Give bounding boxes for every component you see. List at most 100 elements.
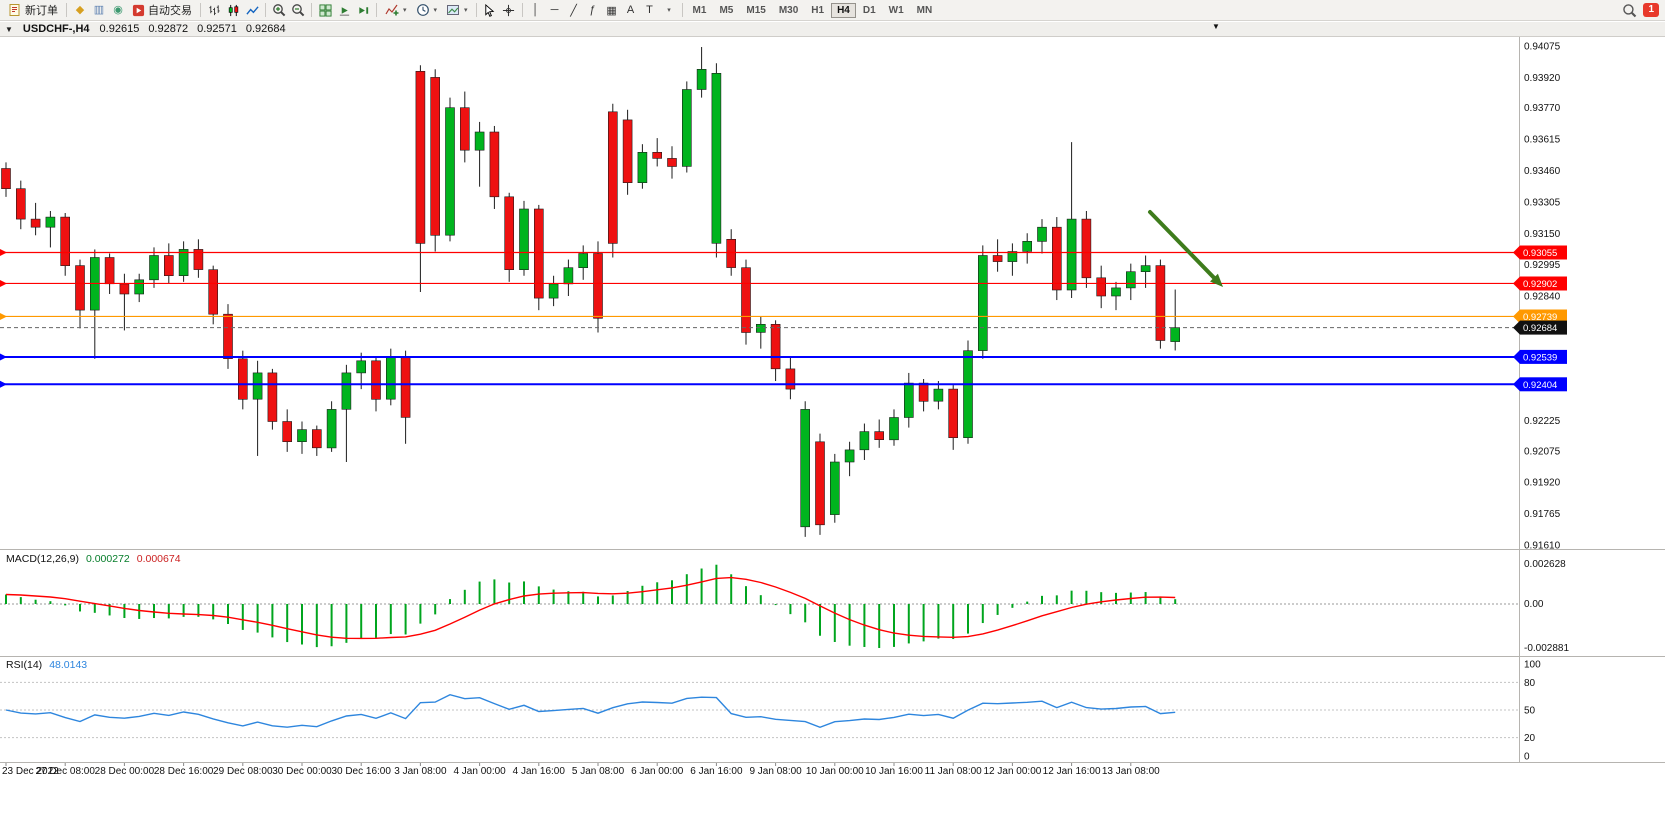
rsi-label: RSI(14)	[6, 659, 43, 671]
toolbar-right-group: 1	[1622, 3, 1661, 18]
time-axis-label: 29 Dec 08:00	[213, 766, 273, 777]
macd-signal-value: 0.000674	[136, 553, 181, 565]
horizontal-line-tool[interactable]: ─	[550, 4, 559, 16]
chart-shift-icon	[358, 6, 368, 14]
candle	[1052, 226, 1062, 291]
time-axis-label: 13 Jan 08:00	[1102, 766, 1160, 777]
timeframe-m15[interactable]: M15	[746, 4, 766, 16]
rsi-axis-label: 100	[1524, 660, 1541, 671]
candle	[75, 265, 85, 311]
price-tag-label: 0.92739	[1523, 312, 1557, 323]
crosshair-icon	[502, 4, 515, 16]
line-edge-marker	[0, 380, 7, 388]
time-axis-label: 9 Jan 08:00	[749, 766, 802, 777]
candle	[607, 111, 618, 244]
periods-button[interactable]: ▾	[412, 1, 442, 20]
candlestick-chart-button[interactable]	[224, 2, 242, 19]
trend-arrow-annotation[interactable]	[1148, 210, 1223, 287]
template-icon	[447, 5, 460, 15]
separator	[200, 3, 201, 17]
price-axis-label: 0.92840	[1524, 292, 1561, 303]
candle	[164, 255, 174, 277]
candle	[149, 255, 159, 281]
time-axis-label: 30 Dec 16:00	[331, 766, 391, 777]
price-axis: 0.94075 0.93920 0.93770 0.93615 0.93460 0.933…	[1513, 42, 1567, 552]
charts-icon[interactable]: ◆	[75, 3, 85, 16]
timeframe-mn[interactable]: MN	[916, 4, 933, 16]
line-edge-marker	[0, 279, 7, 287]
timeframe-m30[interactable]: M30	[778, 4, 799, 16]
autotrading-label: 自动交易	[148, 5, 192, 17]
line-chart-button[interactable]	[243, 2, 261, 19]
candle	[519, 208, 529, 271]
line-chart-icon	[245, 5, 259, 15]
arrows-tool[interactable]: T	[646, 4, 653, 16]
macd-header: MACD(12,26,9) 0.000272 0.000674	[6, 553, 181, 565]
timeframe-m1[interactable]: M1	[692, 4, 707, 16]
horizontal-lines[interactable]	[0, 248, 1520, 388]
timeframe-m5[interactable]: M5	[719, 4, 734, 16]
profiles-icon[interactable]: ▥	[93, 3, 105, 16]
time-axis-label: 3 Jan 08:00	[394, 766, 447, 777]
new-order-button[interactable]: 新订单	[4, 1, 62, 20]
zoom-out-icon	[292, 4, 305, 17]
shapes-tool[interactable]: ▦	[606, 4, 617, 17]
time-axis-label: 11 Jan 08:00	[925, 766, 983, 777]
auto-scroll-button[interactable]	[335, 2, 353, 19]
macd-axis-label: -0.002881	[1524, 643, 1569, 654]
indicators-button[interactable]: ▾	[381, 1, 411, 20]
price-tag	[1520, 349, 1567, 364]
candle	[267, 372, 278, 422]
alerts-icon[interactable]: ◉	[113, 3, 123, 16]
timeframe-w1[interactable]: W1	[888, 4, 904, 16]
zoom-in-button[interactable]	[270, 2, 288, 19]
clock-icon	[416, 4, 429, 16]
notification-badge[interactable]: 1	[1643, 3, 1659, 17]
candle	[311, 429, 322, 449]
candle	[1037, 226, 1047, 242]
rsi-panel: 100 80 50 20 0	[0, 660, 1541, 763]
separator	[475, 3, 477, 17]
candle	[45, 216, 56, 228]
crosshair-button[interactable]	[500, 2, 518, 19]
candle	[1155, 265, 1166, 341]
zoom-out-button[interactable]	[289, 2, 307, 19]
open-value: 0.92615	[99, 23, 140, 35]
vertical-line-tool[interactable]: │	[532, 4, 539, 16]
timeframe-h1[interactable]: H1	[811, 4, 825, 16]
candle	[548, 283, 559, 299]
tile-windows-button[interactable]	[316, 2, 334, 19]
trendline-tool[interactable]: ╱	[570, 4, 577, 17]
cursor-button[interactable]	[481, 2, 499, 19]
autotrading-icon	[132, 4, 145, 16]
timeframe-h4[interactable]: H4	[831, 2, 856, 18]
time-axis-label: 28 Dec 16:00	[154, 766, 214, 777]
text-tool[interactable]: A	[626, 4, 635, 16]
search-icon[interactable]	[1622, 3, 1637, 18]
autotrading-button[interactable]: 自动交易	[128, 1, 196, 20]
templates-button[interactable]: ▾	[442, 1, 472, 20]
candle	[1170, 327, 1180, 342]
candle	[593, 253, 603, 319]
candle	[297, 429, 307, 443]
collapse-icon[interactable]: ▼	[5, 24, 13, 34]
toolbar: 新订单 ◆ ▥ ◉ 自动交易	[0, 0, 1665, 21]
line-edge-marker	[0, 248, 7, 256]
scroll-position-icon: ▼	[1212, 22, 1220, 31]
tools-dropdown[interactable]: ▾	[660, 2, 678, 19]
bar-chart-button[interactable]	[205, 2, 223, 19]
price-axis-label: 0.92075	[1524, 446, 1561, 457]
candle	[681, 89, 692, 167]
time-axis-label: 10 Jan 00:00	[806, 766, 864, 777]
fibonacci-tool[interactable]: ƒ	[589, 4, 596, 16]
price-tag	[1520, 245, 1567, 260]
candle	[977, 255, 988, 351]
candle	[963, 350, 973, 439]
timeframe-d1[interactable]: D1	[862, 4, 876, 16]
candle	[755, 323, 766, 333]
candle	[1111, 287, 1121, 297]
time-axis-label: 12 Jan 16:00	[1043, 766, 1101, 777]
chart-shift-button[interactable]	[354, 2, 372, 19]
